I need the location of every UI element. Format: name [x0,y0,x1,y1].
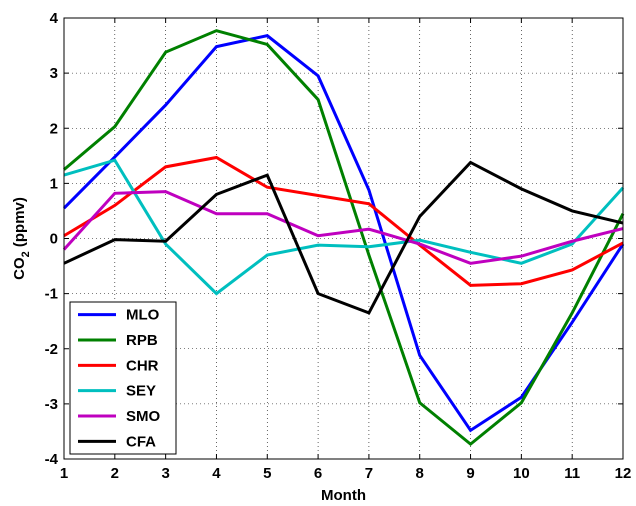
y-tick-label: -3 [45,396,58,413]
y-tick-label: 0 [50,231,58,248]
series-layer [62,29,625,447]
y-axis-title-rest: (ppmv) [11,197,28,251]
x-tick-label: 5 [263,465,271,482]
series-line-cfa [63,160,624,315]
axis-ticks [63,17,624,460]
legend-label-sey: SEY [126,383,156,400]
y-axis-title: CO2 (ppmv) [11,197,32,280]
series-line-sey [63,158,625,296]
x-tick-label: 11 [564,465,580,482]
legend: MLO RPB CHR SEY SMO CFA [69,301,177,455]
x-tick-label: 12 [615,465,632,482]
y-tick-label: 4 [50,10,59,27]
x-tick-label: 8 [416,465,424,482]
legend-label-smo: SMO [126,408,161,425]
series-line-smo [62,190,624,265]
series-line-chr [63,155,624,287]
y-tick-label: 1 [50,175,58,192]
legend-box [69,301,177,455]
x-tick-label: 2 [111,465,119,482]
x-tick-label: 1 [60,465,68,482]
x-axis-title: Month [321,487,366,504]
y-tick-label: 2 [50,120,58,137]
x-tick-label: 6 [314,465,322,482]
y-tick-labels: -4 -3 -2 -1 0 1 2 3 4 [45,10,59,468]
legend-label-cfa: CFA [126,433,156,450]
y-tick-label: -4 [45,451,59,468]
x-tick-label: 3 [161,465,169,482]
x-tick-label: 7 [365,465,373,482]
legend-label-rpb: RPB [126,332,158,349]
legend-label-chr: CHR [126,357,159,374]
y-axis-title-base: CO [11,257,28,280]
x-tick-label: 9 [466,465,474,482]
y-tick-label: -2 [45,341,58,358]
x-tick-labels: 1 2 3 4 5 6 7 8 9 10 11 12 [60,465,632,482]
series-line-rpb [63,29,625,447]
x-tick-label: 10 [513,465,530,482]
x-tick-label: 4 [212,465,221,482]
legend-label-mlo: MLO [126,307,160,324]
y-tick-label: -1 [45,286,58,303]
y-tick-label: 3 [50,65,58,82]
y-axis-title-subscript: 2 [20,251,32,257]
